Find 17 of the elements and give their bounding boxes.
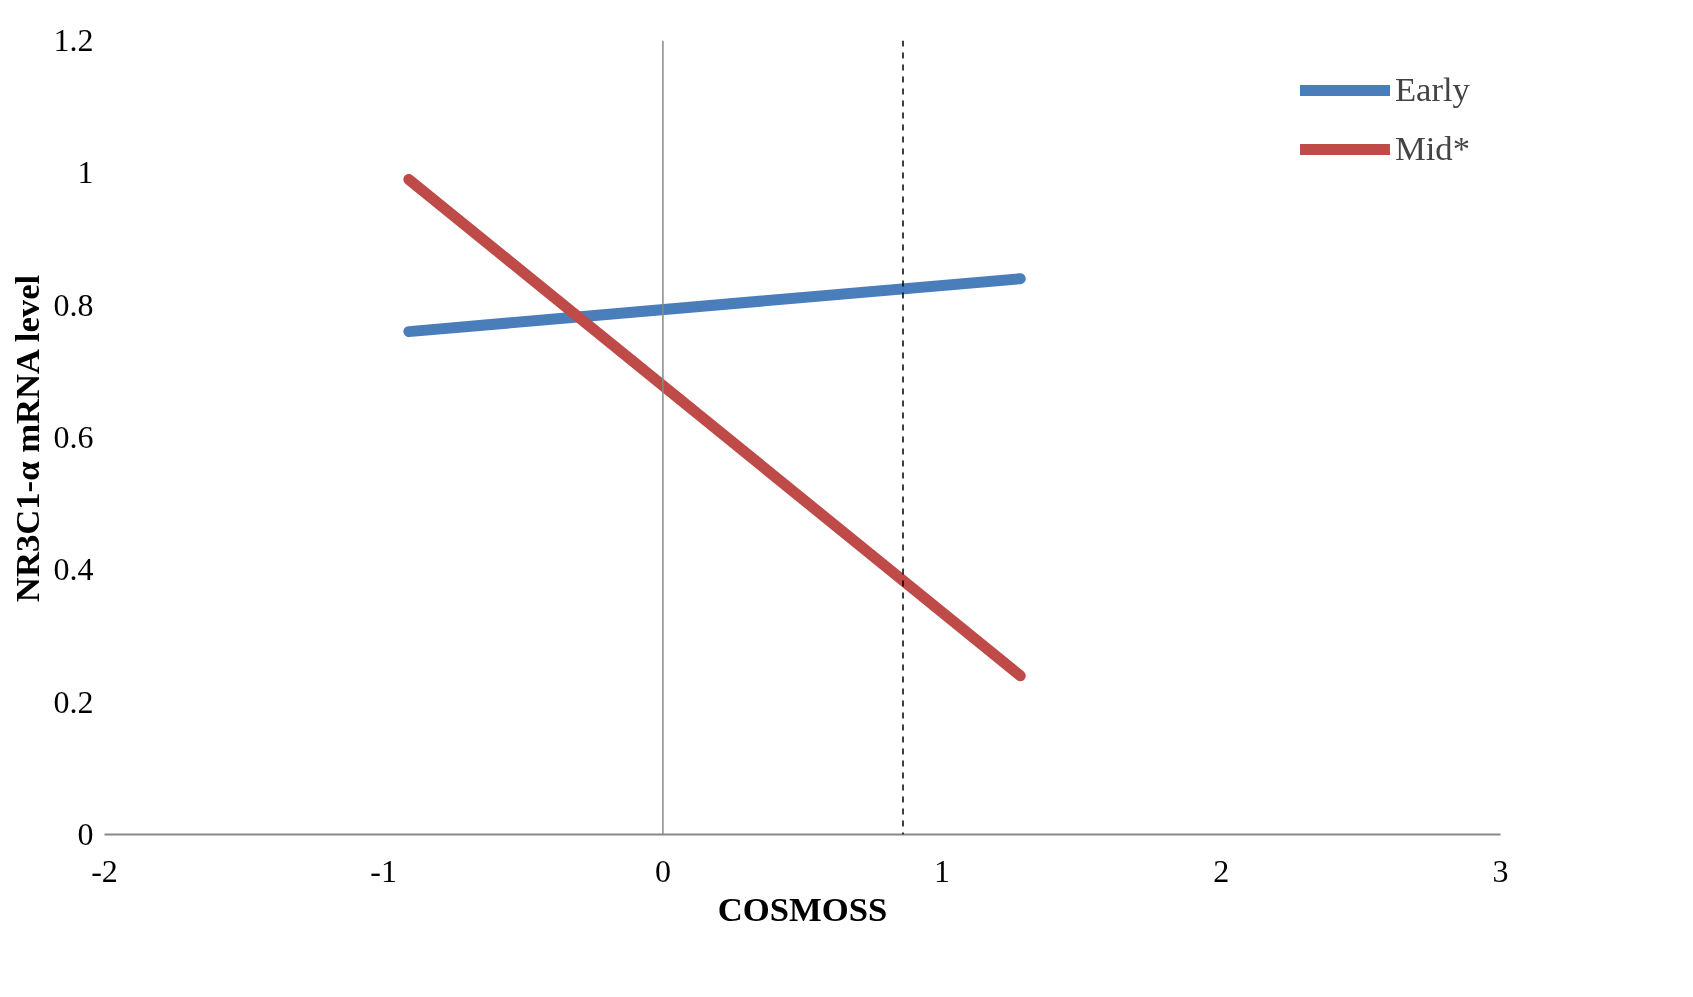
y-tick-label: 0.8 (53, 286, 94, 323)
x-tick-label: 3 (1492, 852, 1509, 889)
y-tick-label: 0.4 (53, 551, 94, 588)
x-tick-label: -1 (370, 852, 398, 889)
y-tick-label: 1.2 (53, 22, 94, 58)
x-tick-label: -2 (91, 852, 118, 889)
x-tick-label: 1 (934, 852, 951, 889)
x-tick-label: 0 (654, 852, 671, 889)
y-tick-label: 0.2 (53, 683, 94, 720)
legend-label: Mid* (1394, 129, 1470, 168)
y-axis-title: NR3C1-α mRNA level (7, 274, 46, 603)
x-tick-label: 2 (1213, 852, 1230, 889)
y-tick-label: 1 (77, 154, 94, 191)
legend-label: Early (1394, 70, 1470, 109)
y-tick-label: 0 (77, 816, 94, 852)
x-axis-title: COSMOSS (717, 889, 888, 928)
y-tick-label: 0.6 (53, 419, 94, 455)
